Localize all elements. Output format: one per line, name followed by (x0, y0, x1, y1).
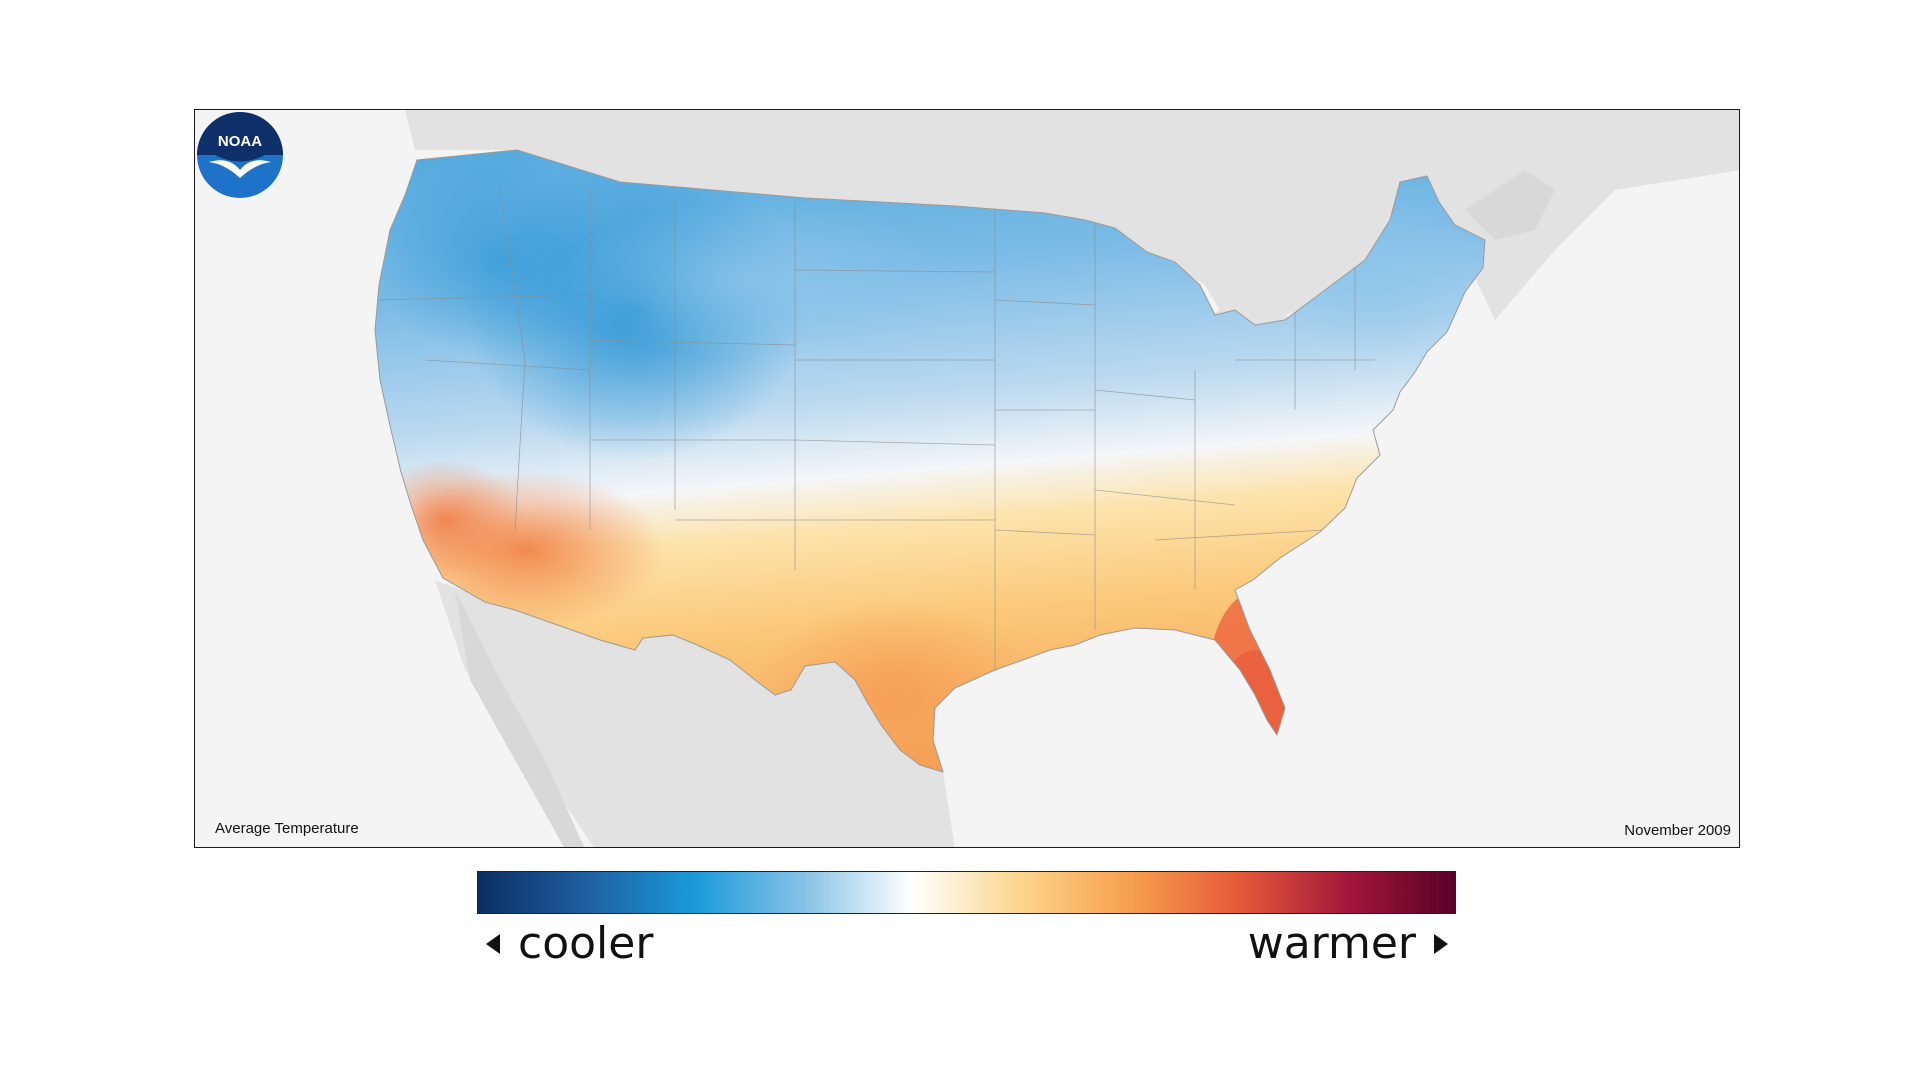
left-arrow-icon (486, 934, 500, 954)
right-arrow-icon (1434, 934, 1448, 954)
map-variable-label: Average Temperature (215, 820, 359, 837)
map-svg (374, 110, 1739, 847)
state-borders (375, 188, 1375, 670)
legend-warmer: warmer (1248, 914, 1448, 974)
map-period-label: November 2009 (1624, 822, 1731, 839)
legend-cooler: cooler (486, 914, 653, 974)
noaa-logo-text: NOAA (218, 133, 262, 150)
map-frame: Average Temperature November 2009 NOAA (194, 109, 1740, 848)
legend-color-bar (477, 871, 1456, 914)
noaa-logo: NOAA (197, 112, 283, 198)
legend-cooler-label: cooler (518, 918, 654, 969)
legend-warmer-label: warmer (1247, 918, 1416, 969)
